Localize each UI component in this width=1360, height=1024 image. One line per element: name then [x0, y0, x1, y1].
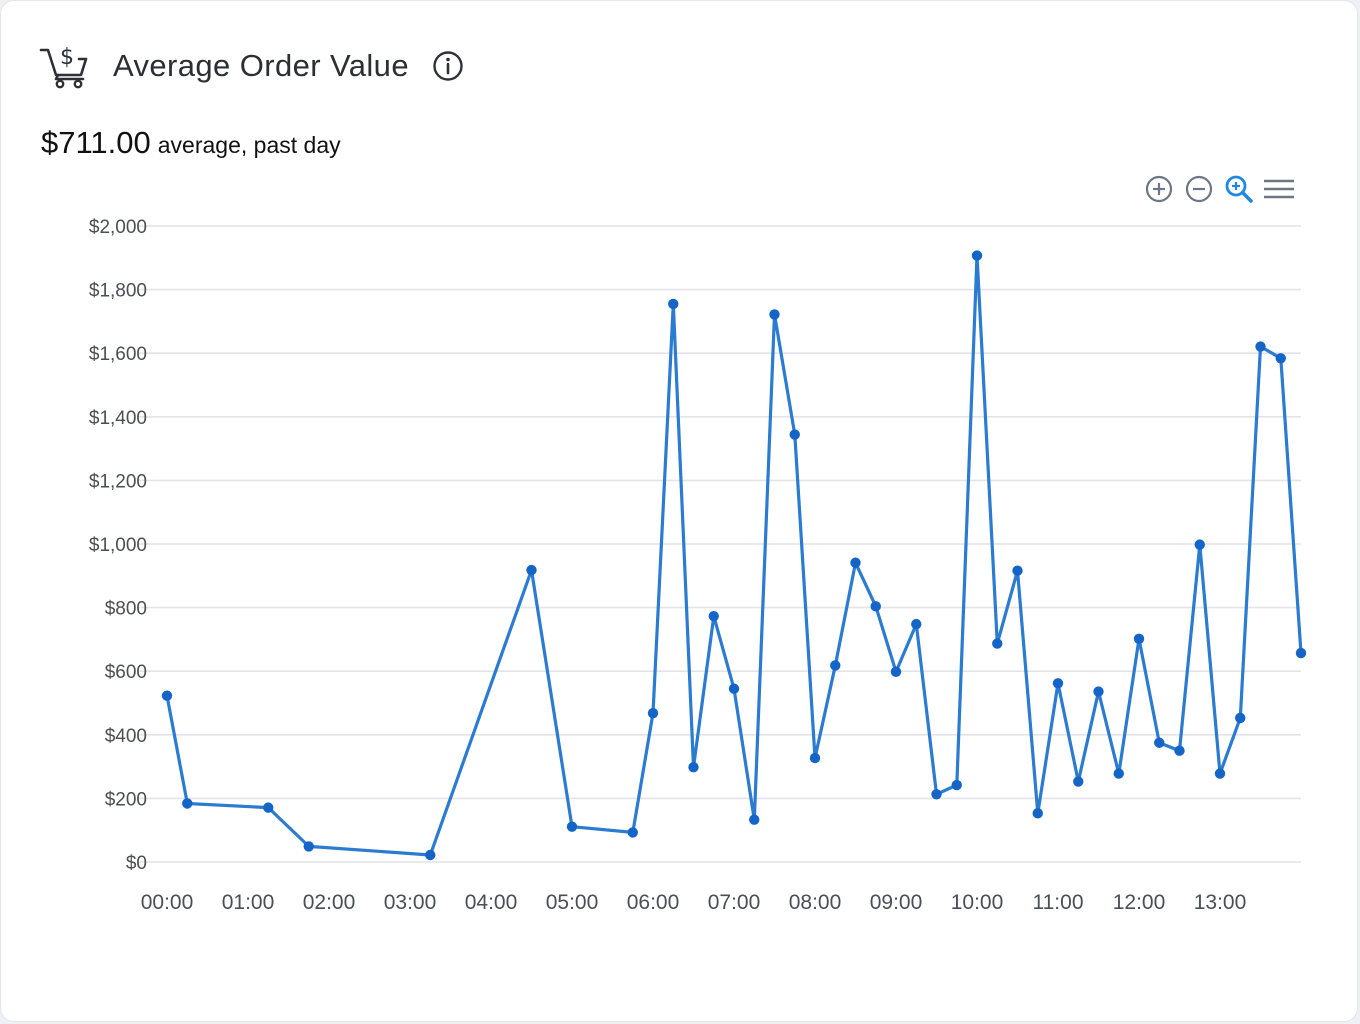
y-tick-label: $600	[105, 662, 147, 683]
data-point[interactable]	[688, 762, 699, 773]
data-point[interactable]	[870, 601, 881, 612]
card-header: $ Average Order Value	[39, 41, 465, 91]
data-point[interactable]	[1032, 808, 1043, 819]
x-tick-label: 09:00	[870, 891, 923, 914]
menu-icon[interactable]	[1263, 173, 1295, 205]
data-point[interactable]	[830, 660, 841, 671]
data-point[interactable]	[708, 610, 719, 622]
selection-zoom-icon[interactable]	[1223, 173, 1255, 205]
data-point[interactable]	[728, 683, 740, 694]
data-point[interactable]	[749, 814, 760, 825]
card-title: Average Order Value	[113, 48, 409, 83]
x-tick-label: 01:00	[222, 891, 275, 914]
data-point[interactable]	[809, 752, 821, 764]
x-tick-label: 06:00	[627, 891, 680, 914]
shopping-cart-dollar-icon: $	[39, 45, 88, 89]
line-chart: $0 $200 $400 $600 $800 $1,000 $1,200 $1,400 $1,6…	[89, 217, 1307, 914]
data-point[interactable]	[566, 821, 578, 832]
data-point[interactable]	[161, 690, 173, 701]
y-tick-label: $200	[105, 789, 147, 810]
data-point[interactable]	[931, 789, 942, 800]
y-tick-label: $1,800	[89, 281, 147, 302]
chart-grid	[138, 225, 1301, 863]
x-tick-label: 04:00	[465, 891, 518, 914]
summary: $711.00 average, past day	[41, 125, 341, 161]
info-icon[interactable]	[431, 49, 465, 83]
data-point[interactable]	[182, 798, 193, 809]
data-point[interactable]	[1255, 341, 1266, 352]
data-point[interactable]	[850, 557, 861, 568]
data-point[interactable]	[1174, 745, 1185, 756]
y-tick-label: $1,200	[89, 471, 147, 492]
data-point[interactable]	[1154, 737, 1165, 748]
data-point[interactable]	[303, 841, 314, 852]
x-tick-label: 08:00	[789, 891, 842, 914]
data-point[interactable]	[1133, 633, 1145, 644]
data-point[interactable]	[971, 250, 983, 261]
y-tick-label: $2,000	[89, 217, 147, 238]
data-point[interactable]	[769, 309, 780, 320]
data-point[interactable]	[1012, 565, 1023, 576]
chart-toolbar	[1143, 173, 1295, 205]
data-point[interactable]	[890, 666, 902, 678]
data-point[interactable]	[1073, 776, 1084, 787]
data-point[interactable]	[789, 429, 800, 440]
data-point[interactable]	[1052, 678, 1064, 689]
x-tick-label: 11:00	[1033, 891, 1084, 914]
x-tick-label: 05:00	[546, 891, 599, 914]
svg-text:$: $	[60, 45, 74, 70]
x-tick-label: 10:00	[951, 891, 1004, 914]
data-point[interactable]	[1235, 712, 1246, 724]
y-axis: $0 $200 $400 $600 $800 $1,000 $1,200 $1,400 $1,6…	[89, 217, 147, 874]
x-axis: 00:00 01:00 02:00 03:00 04:00 05:00 06:00 07:00…	[141, 891, 1247, 914]
data-point[interactable]	[263, 802, 274, 813]
summary-suffix: average, past day	[157, 132, 341, 158]
series-layer	[161, 250, 1307, 861]
data-point[interactable]	[1194, 539, 1205, 550]
x-tick-label: 13:00	[1194, 891, 1247, 914]
series-line	[165, 254, 1303, 857]
y-tick-label: $800	[105, 599, 147, 620]
y-tick-label: $1,000	[89, 535, 147, 556]
y-tick-label: $1,600	[89, 344, 147, 365]
data-point[interactable]	[668, 298, 679, 310]
x-tick-label: 00:00	[141, 891, 194, 914]
zoom-in-icon[interactable]	[1143, 173, 1175, 205]
zoom-out-icon[interactable]	[1183, 173, 1215, 205]
y-tick-label: $1,400	[89, 408, 147, 429]
data-point[interactable]	[911, 618, 922, 630]
data-point[interactable]	[1214, 768, 1226, 779]
summary-value: $711.00	[41, 125, 151, 160]
data-point[interactable]	[1275, 353, 1286, 364]
y-tick-label: $400	[105, 726, 147, 747]
x-tick-label: 02:00	[303, 891, 356, 914]
data-point[interactable]	[1295, 647, 1307, 659]
x-tick-label: 07:00	[708, 891, 761, 914]
data-point[interactable]	[951, 779, 962, 791]
x-tick-label: 12:00	[1113, 891, 1166, 914]
data-point[interactable]	[627, 827, 638, 838]
data-point[interactable]	[992, 638, 1003, 649]
data-point[interactable]	[425, 849, 436, 861]
data-point[interactable]	[526, 564, 537, 576]
data-point[interactable]	[1093, 686, 1104, 697]
data-point[interactable]	[1113, 768, 1124, 779]
y-tick-label: $0	[126, 853, 147, 874]
data-point[interactable]	[647, 707, 659, 719]
x-tick-label: 03:00	[384, 891, 437, 914]
